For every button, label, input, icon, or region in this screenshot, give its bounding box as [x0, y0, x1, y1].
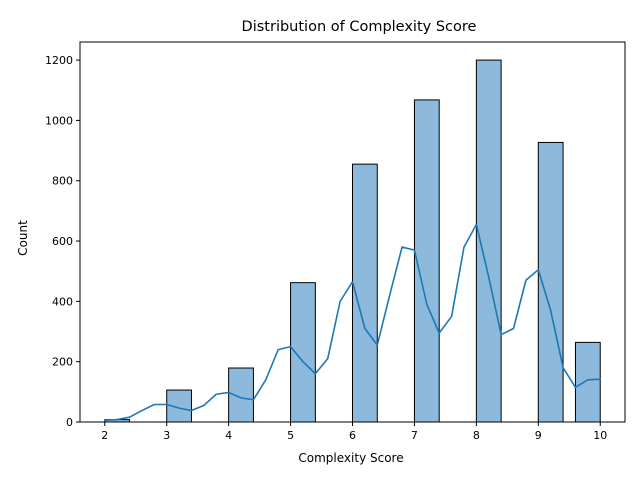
- kde-curve-line: [103, 223, 602, 421]
- y-axis-label: Count: [16, 220, 30, 256]
- histogram-bar: [228, 367, 254, 423]
- y-tick-label: 1200: [45, 54, 73, 67]
- chart-title: Distribution of Complexity Score: [242, 19, 477, 35]
- x-tick-label: 6: [349, 429, 356, 442]
- histogram-bar: [413, 99, 440, 423]
- histogram-bar: [574, 341, 601, 423]
- x-axis-ticks: 2 3 4 5 6 7 8 9 10: [101, 422, 607, 442]
- y-tick-label: 1000: [45, 114, 73, 127]
- y-axis-ticks: 0 200 400 600 800 1000 1200: [45, 54, 80, 429]
- x-tick-label: 10: [593, 429, 607, 442]
- y-tick-label: 400: [52, 295, 73, 308]
- y-tick-label: 800: [52, 175, 73, 188]
- x-tick-label: 7: [411, 429, 418, 442]
- kde-layer: [103, 223, 602, 421]
- y-tick-label: 600: [52, 235, 73, 248]
- x-tick-label: 8: [473, 429, 480, 442]
- y-tick-label: 200: [52, 356, 73, 369]
- x-tick-label: 9: [535, 429, 542, 442]
- x-tick-label: 3: [163, 429, 170, 442]
- x-tick-label: 5: [287, 429, 294, 442]
- x-tick-label: 4: [225, 429, 232, 442]
- plot-frame: [79, 41, 626, 423]
- y-tick-label: 0: [66, 416, 73, 429]
- x-tick-label: 2: [101, 429, 108, 442]
- x-axis-label: Complexity Score: [298, 451, 403, 465]
